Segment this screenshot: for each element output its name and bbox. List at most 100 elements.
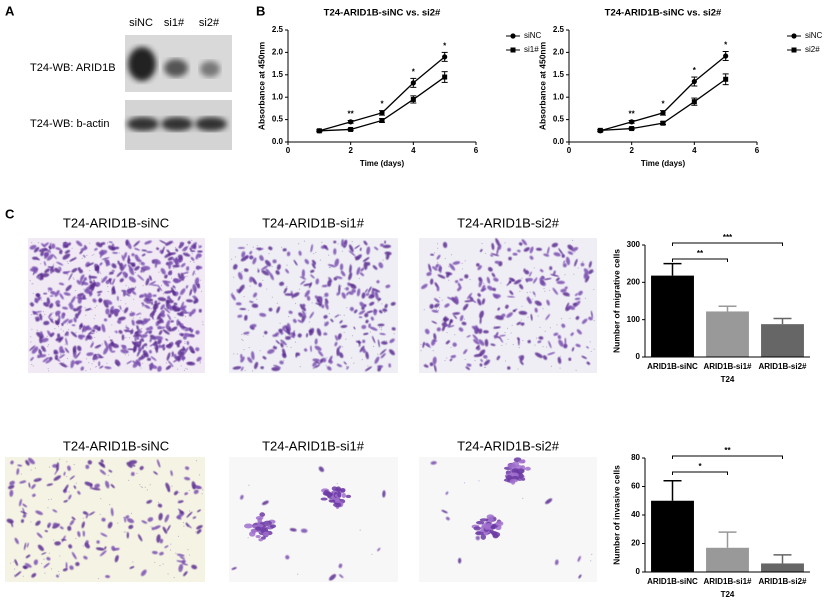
- cell: [86, 262, 95, 267]
- debris: [91, 293, 94, 295]
- debris: [134, 248, 137, 251]
- cell: [86, 352, 94, 356]
- y-tick-label: 80: [631, 453, 640, 462]
- debris: [72, 277, 74, 279]
- cell: [131, 464, 136, 467]
- debris: [535, 337, 538, 339]
- debris: [171, 365, 174, 368]
- debris: [142, 269, 144, 272]
- debris: [162, 563, 164, 565]
- cell: [58, 354, 65, 359]
- cell: [92, 298, 97, 303]
- cell: [496, 355, 501, 361]
- debris: [68, 293, 70, 295]
- debris: [146, 280, 148, 282]
- debris: [88, 284, 90, 286]
- cell: [110, 484, 115, 489]
- debris: [166, 307, 168, 309]
- cell: [62, 318, 69, 325]
- debris: [285, 335, 287, 337]
- debris: [189, 554, 191, 556]
- debris: [437, 309, 440, 311]
- cell: [509, 290, 514, 295]
- cell: [56, 261, 64, 266]
- cell: [333, 277, 338, 281]
- debris: [446, 331, 448, 334]
- debris: [266, 288, 268, 290]
- debris: [184, 341, 186, 343]
- cell: [461, 321, 467, 326]
- cell: [548, 340, 552, 349]
- debris: [172, 242, 174, 244]
- cell: [149, 334, 157, 340]
- cell: [260, 366, 264, 370]
- debris: [268, 253, 270, 255]
- cell: [444, 303, 450, 308]
- debris: [143, 295, 145, 297]
- debris: [57, 340, 60, 343]
- cell: [83, 555, 88, 560]
- significance-label: *: [698, 462, 702, 471]
- cell: [241, 251, 246, 258]
- debris: [286, 345, 288, 348]
- cell: [143, 343, 148, 347]
- debris: [45, 350, 47, 352]
- debris: [183, 525, 185, 527]
- debris: [138, 257, 141, 259]
- debris: [53, 263, 55, 265]
- cell: [98, 462, 106, 469]
- cell: [94, 247, 98, 251]
- cell: [478, 276, 482, 282]
- debris: [71, 320, 73, 322]
- cell: [35, 520, 41, 526]
- legend-label: siNC: [524, 31, 542, 40]
- micrograph-title: T24-ARID1B-si1#: [262, 215, 365, 230]
- debris: [71, 319, 73, 321]
- debris: [379, 327, 381, 329]
- debris: [191, 253, 193, 255]
- debris: [73, 463, 75, 466]
- debris: [355, 310, 358, 312]
- debris: [543, 287, 545, 290]
- cell: [28, 457, 35, 465]
- cell: [473, 339, 480, 345]
- debris: [141, 486, 143, 488]
- debris: [188, 489, 190, 492]
- debris: [62, 247, 65, 249]
- debris: [178, 499, 180, 501]
- cell: [479, 518, 489, 522]
- cell: [178, 351, 185, 359]
- cell: [359, 301, 365, 308]
- cell: [524, 466, 531, 471]
- cell: [114, 310, 118, 316]
- significance-label: *: [724, 41, 728, 50]
- debris: [89, 242, 91, 244]
- debris: [42, 315, 44, 317]
- cell: [152, 303, 157, 310]
- cell: [316, 299, 320, 303]
- debris: [361, 359, 363, 361]
- cell: [69, 475, 75, 480]
- cell: [68, 273, 73, 281]
- cell: [152, 525, 161, 530]
- cell: [369, 326, 378, 331]
- cell: [361, 292, 366, 299]
- cell: [116, 295, 119, 301]
- cell: [529, 246, 534, 254]
- debris: [108, 336, 110, 338]
- cell: [37, 544, 44, 552]
- bar: [706, 547, 749, 572]
- cell: [162, 347, 166, 351]
- debris: [575, 369, 577, 371]
- cell: [66, 331, 69, 337]
- x-tick-label: 4: [692, 146, 697, 155]
- cell: [178, 563, 184, 573]
- cell: [158, 344, 162, 349]
- debris: [119, 332, 121, 334]
- cell: [321, 284, 328, 288]
- x-axis-label: Time (days): [360, 159, 405, 168]
- cell: [182, 271, 189, 275]
- cell: [110, 507, 114, 517]
- debris: [248, 346, 250, 349]
- cell: [9, 480, 15, 486]
